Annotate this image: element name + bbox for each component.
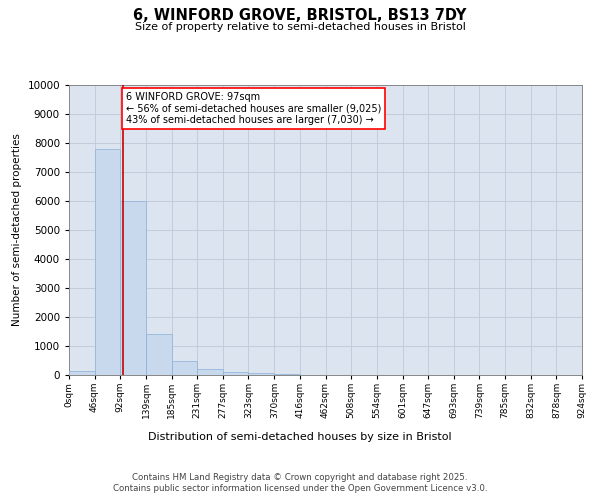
Bar — [274, 374, 300, 375]
Text: Contains public sector information licensed under the Open Government Licence v3: Contains public sector information licen… — [113, 484, 487, 493]
Bar — [223, 372, 248, 375]
Bar — [172, 360, 197, 375]
Text: Contains HM Land Registry data © Crown copyright and database right 2025.: Contains HM Land Registry data © Crown c… — [132, 472, 468, 482]
Text: Distribution of semi-detached houses by size in Bristol: Distribution of semi-detached houses by … — [148, 432, 452, 442]
Bar — [248, 372, 274, 375]
Text: 6, WINFORD GROVE, BRISTOL, BS13 7DY: 6, WINFORD GROVE, BRISTOL, BS13 7DY — [133, 8, 467, 22]
Bar — [120, 201, 146, 375]
Y-axis label: Number of semi-detached properties: Number of semi-detached properties — [12, 134, 22, 326]
Bar — [146, 334, 172, 375]
Bar — [197, 369, 223, 375]
Bar — [69, 370, 95, 375]
Text: Size of property relative to semi-detached houses in Bristol: Size of property relative to semi-detach… — [134, 22, 466, 32]
Text: 6 WINFORD GROVE: 97sqm
← 56% of semi-detached houses are smaller (9,025)
43% of : 6 WINFORD GROVE: 97sqm ← 56% of semi-det… — [125, 92, 381, 126]
Bar — [95, 149, 120, 375]
